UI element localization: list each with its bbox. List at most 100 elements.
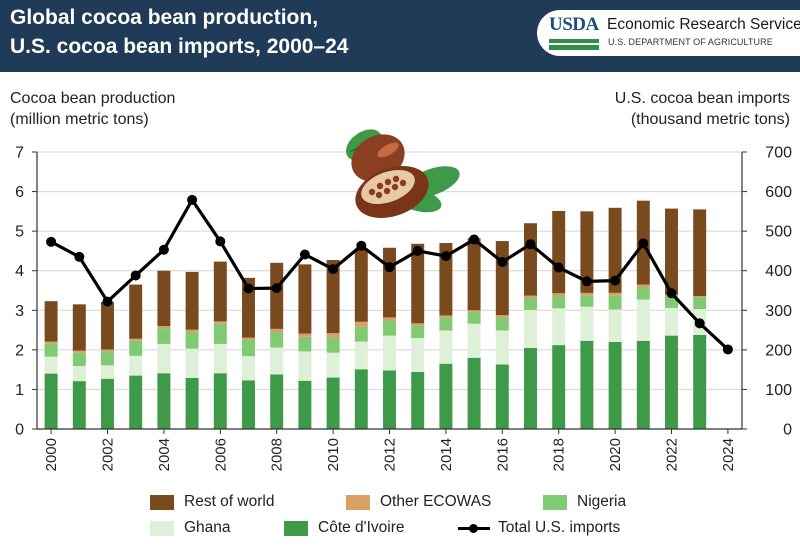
x-tick-label: 2012 [382,438,399,471]
x-tick-label: 2016 [494,438,511,471]
right-tick-label: 500 [765,224,792,241]
imports-point [243,283,254,294]
bar-segment-nigeria [157,328,171,344]
bar-segment-other-ecowas [495,315,509,318]
bar-segment-rest-of-world [129,284,143,339]
legend-nigeria: Nigeria [543,492,626,512]
imports-point [610,275,621,286]
bar-segment-other-ecowas [580,292,594,296]
bar-segment-nigeria [242,339,255,357]
legend-swatch-cote-divoire [284,520,308,536]
bar-segment-cote-divoire [44,373,58,429]
right-tick-label: 700 [765,145,792,162]
x-tick-label: 2006 [212,438,229,471]
imports-point [666,288,677,299]
imports-point [130,270,141,281]
imports-point [74,251,85,262]
cocoa-pod-icon [345,129,460,219]
bar-segment-other-ecowas [439,315,453,318]
bar-segment-rest-of-world [524,223,537,296]
bar-segment-cote-divoire [467,357,481,429]
imports-point [412,245,423,256]
bar-segment-ghana [326,352,340,378]
bar-segment-rest-of-world [101,301,114,350]
bar-segment-cote-divoire [354,369,368,429]
x-tick-label: 2024 [720,438,737,471]
bar-segment-cote-divoire [439,363,453,429]
x-tick-label: 2008 [269,438,286,471]
bar-segment-nigeria [665,296,678,308]
bar-segment-cote-divoire [270,374,284,429]
legend-other-ecowas: Other ECOWAS [346,492,491,512]
bar-segment-other-ecowas [129,338,143,341]
right-tick-label: 300 [765,303,792,320]
legend-swatch-total-us-imports [458,521,490,536]
bar-segment-ghana [242,356,255,381]
legend-rest-of-world: Rest of world [150,492,274,512]
bar-segment-ghana [495,330,509,365]
imports-point [187,194,198,205]
bar-segment-ghana [213,343,227,374]
left-tick-label: 2 [15,342,24,359]
bar-segment-ghana [439,330,453,364]
bar-segment-nigeria [44,343,58,357]
imports-point [215,236,226,247]
bar-segment-nigeria [411,325,425,338]
legend-swatch-other-ecowas [346,494,370,510]
legend-label-nigeria: Nigeria [577,493,627,510]
legend-total-us-imports: Total U.S. imports [458,518,620,538]
legend-label-rest-of-world: Rest of world [184,493,275,510]
bar-segment-nigeria [608,295,622,310]
ers-logo[interactable]: USDA Economic Research Service U.S. DEPA… [537,10,800,56]
left-axis-title-line-2: (million metric tons) [10,111,149,128]
x-tick-label: 2010 [325,438,342,471]
bar-segment-other-ecowas [270,328,284,333]
bar-segment-rest-of-world [580,211,594,293]
bar-segment-other-ecowas [72,350,86,353]
bar-segment-nigeria [129,340,143,356]
bar-segment-ghana [552,308,566,346]
bar-segment-cote-divoire [608,341,622,429]
bar-segment-rest-of-world [72,304,86,351]
bar-segment-nigeria [439,317,453,331]
bar-segment-nigeria [270,332,284,348]
bar-segment-nigeria [326,337,340,353]
bar-segment-ghana [101,365,114,379]
bar-segment-nigeria [693,297,707,310]
bar-segment-rest-of-world [242,277,255,338]
bar-segment-rest-of-world [383,247,396,318]
imports-point [46,236,57,247]
bar-segment-ghana [411,337,425,373]
bar-segment-rest-of-world [213,261,227,322]
bar-segment-other-ecowas [298,333,312,337]
bar-segment-ghana [185,348,199,378]
imports-point [384,262,395,273]
x-tick-label: 2020 [607,438,624,471]
bar-segment-rest-of-world [467,238,481,311]
right-tick-label: 0 [783,422,792,439]
bar-segment-ghana [354,341,368,370]
bar-segment-ghana [608,309,622,342]
x-tick-label: 2004 [156,438,173,471]
bar-segment-cote-divoire [693,334,707,429]
bar-segment-ghana [157,343,171,374]
left-tick-label: 1 [15,382,24,399]
bar-segment-other-ecowas [157,326,171,329]
bar-segment-rest-of-world [270,262,284,329]
bar-segment-cote-divoire [580,340,594,429]
imports-line [46,194,733,355]
x-tick-label: 2002 [100,438,117,471]
imports-point [102,296,113,307]
bar-segment-nigeria [101,351,114,366]
bar-segment-cote-divoire [383,370,396,429]
bar-segment-other-ecowas [383,317,396,321]
bar-segment-other-ecowas [524,295,537,299]
bar-segment-ghana [383,335,396,371]
bar-segment-other-ecowas [636,284,650,287]
bar-segment-ghana [72,366,86,382]
right-y-ticks: 0 100 200 300 400 500 600 700 [765,145,792,439]
x-tick-label: 2022 [664,438,681,471]
usda-logo-mark [549,39,599,50]
bar-segment-cote-divoire [157,373,171,429]
right-axis-title-line-2: (thousand metric tons) [630,111,790,128]
